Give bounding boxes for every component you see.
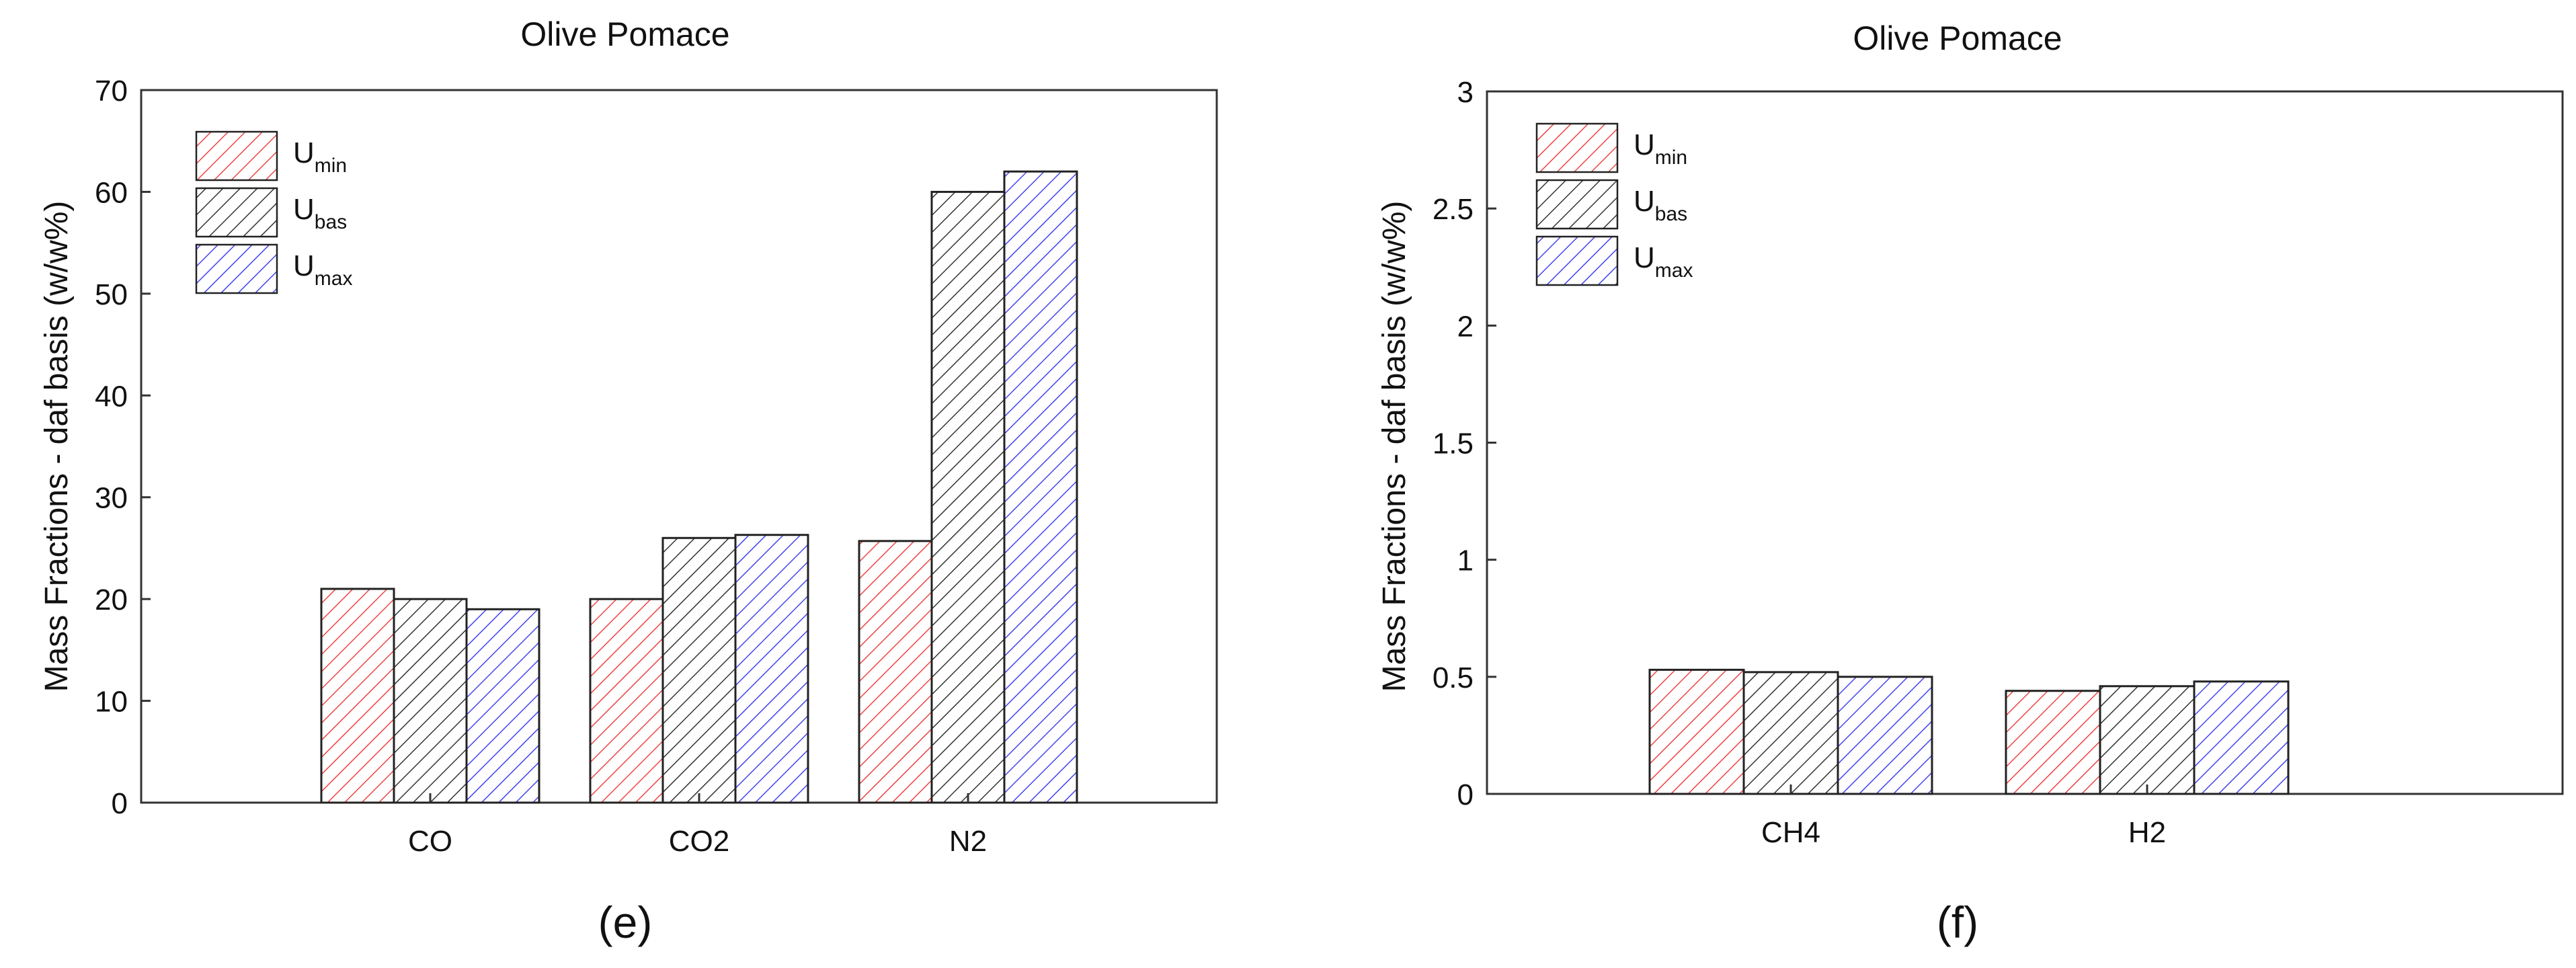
y-axis-ticks: 0 0.5 1 1.5 2 2.5 3 [1433,76,1496,811]
y-tick-label: 2 [1457,310,1474,343]
y-tick-label: 0 [1457,778,1474,811]
bar-h2-max [2193,680,2290,795]
x-tick-label: H2 [2128,816,2166,849]
bar-n2-max [1003,170,1078,804]
bar-co-min [320,588,395,804]
panel-sublabel: (e) [598,897,653,947]
chart-title: Olive Pomace [1853,19,2062,57]
legend-swatch [1535,122,1619,173]
bar-co-max [465,608,540,804]
y-axis-label: Mass Fractions - daf basis (w/w%) [39,201,75,692]
bar-co-bas [393,598,468,804]
y-tick-label: 40 [95,380,128,413]
x-tick-label: CH4 [1761,816,1820,849]
bar-co2-min [589,598,664,804]
bars [320,170,1078,804]
chart-panel-f: Olive Pomace 0 0.5 1 1.5 2 2.5 3 CH4 H2 Mass Fr… [1377,19,2564,947]
bar-ch4-bas [1742,671,1839,795]
y-tick-label: 0 [112,787,128,820]
legend-swatch [1535,179,1619,230]
bars [1648,668,2290,795]
legend-label: Umax [293,249,352,290]
y-axis-ticks: 0 10 20 30 40 50 60 70 [95,75,151,820]
x-axis-ticks: CH4 H2 [1761,784,2166,849]
legend-label: Umax [1634,241,1693,282]
bar-n2-min [858,540,933,804]
x-tick-label: CO [408,825,452,858]
x-axis-ticks: CO CO2 N2 [408,793,987,858]
y-tick-label: 1 [1457,544,1474,577]
y-tick-label: 60 [95,176,128,209]
x-tick-label: CO2 [669,825,729,858]
y-tick-label: 1.5 [1433,428,1474,460]
y-tick-label: 3 [1457,76,1474,109]
y-tick-label: 20 [95,583,128,616]
bar-h2-min [2005,690,2101,795]
legend-swatch [195,130,278,182]
y-tick-label: 50 [95,278,128,311]
legend-swatch [1535,235,1619,286]
legend-swatch [195,243,278,294]
legend: Umin Ubas Umax [195,130,352,294]
bar-ch4-max [1837,676,1933,795]
y-tick-label: 30 [95,482,128,515]
y-tick-label: 2.5 [1433,193,1474,226]
legend-label: Ubas [1634,185,1687,225]
bar-ch4-min [1648,668,1745,795]
chart-title: Olive Pomace [520,15,729,53]
y-tick-label: 10 [95,686,128,719]
legend-swatch [195,187,278,238]
bar-n2-bas [930,190,1006,804]
bar-co2-bas [661,536,737,804]
y-axis-label: Mass Fractions - daf basis (w/w%) [1377,201,1412,692]
chart-panel-e: Olive Pomace 0 10 20 30 40 50 60 70 CO CO2 N2 Mas… [39,15,1218,947]
panel-sublabel: (f) [1937,897,1978,947]
legend-label: Umin [1634,128,1687,169]
legend: Umin Ubas Umax [1535,122,1693,286]
bar-h2-bas [2099,685,2196,795]
y-tick-label: 0.5 [1433,661,1474,694]
x-tick-label: N2 [949,825,987,858]
legend-label: Ubas [293,193,347,233]
y-tick-label: 70 [95,75,128,108]
bar-co2-max [734,534,809,804]
legend-label: Umin [293,136,347,177]
